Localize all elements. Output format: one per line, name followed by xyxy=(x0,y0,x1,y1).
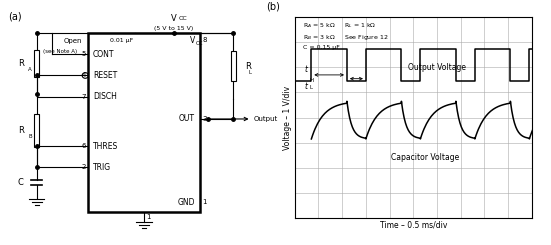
Bar xyxy=(88,33,200,212)
Text: L: L xyxy=(310,85,313,90)
Text: OUT: OUT xyxy=(179,114,195,123)
Text: DISCH: DISCH xyxy=(93,92,117,101)
Text: H: H xyxy=(310,78,314,83)
Text: GND: GND xyxy=(177,198,195,207)
Text: 1: 1 xyxy=(202,199,207,206)
Y-axis label: Voltage – 1 V/div: Voltage – 1 V/div xyxy=(283,86,292,150)
Text: R: R xyxy=(18,59,24,68)
Bar xyxy=(34,50,40,77)
Text: V: V xyxy=(171,14,177,23)
Bar xyxy=(230,51,236,81)
Text: 0.01 μF: 0.01 μF xyxy=(110,38,134,43)
Text: 8: 8 xyxy=(202,37,207,43)
Text: C: C xyxy=(18,178,24,187)
Text: V: V xyxy=(190,36,195,45)
Text: B: B xyxy=(28,134,32,139)
Text: R$_A$ = 5 kΩ     R$_L$ = 1 kΩ
R$_B$ = 3 kΩ     See Figure 12
C = 0.15 μF: R$_A$ = 5 kΩ R$_L$ = 1 kΩ R$_B$ = 3 kΩ S… xyxy=(303,21,389,50)
Text: L: L xyxy=(249,70,252,74)
Text: (5 V to 15 V): (5 V to 15 V) xyxy=(154,26,193,31)
Text: t: t xyxy=(305,82,308,91)
Text: R: R xyxy=(245,61,251,71)
Text: 7: 7 xyxy=(82,94,86,100)
X-axis label: Time – 0.5 ms/div: Time – 0.5 ms/div xyxy=(380,221,447,230)
Text: 3: 3 xyxy=(202,116,207,122)
Text: R: R xyxy=(18,126,24,135)
Text: CONT: CONT xyxy=(93,50,115,59)
Text: 5: 5 xyxy=(82,51,86,57)
Text: Open: Open xyxy=(63,38,82,44)
Text: Capacitor Voltage: Capacitor Voltage xyxy=(391,153,459,162)
Text: (see Note A): (see Note A) xyxy=(43,49,77,54)
Text: TRIG: TRIG xyxy=(93,163,111,172)
Text: 2: 2 xyxy=(82,164,86,170)
Text: 4: 4 xyxy=(82,73,86,78)
Text: CC: CC xyxy=(196,40,203,46)
Text: 1: 1 xyxy=(147,214,151,220)
Text: A: A xyxy=(28,67,32,72)
Text: Output Voltage: Output Voltage xyxy=(408,63,466,72)
Text: (b): (b) xyxy=(266,1,280,11)
Text: THRES: THRES xyxy=(93,142,118,150)
Text: (a): (a) xyxy=(8,12,21,22)
Text: Output: Output xyxy=(254,116,278,122)
Text: CC: CC xyxy=(179,16,187,21)
Text: RESET: RESET xyxy=(93,71,117,80)
Text: t: t xyxy=(305,65,308,74)
Text: 6: 6 xyxy=(82,143,86,149)
Bar xyxy=(34,114,40,147)
